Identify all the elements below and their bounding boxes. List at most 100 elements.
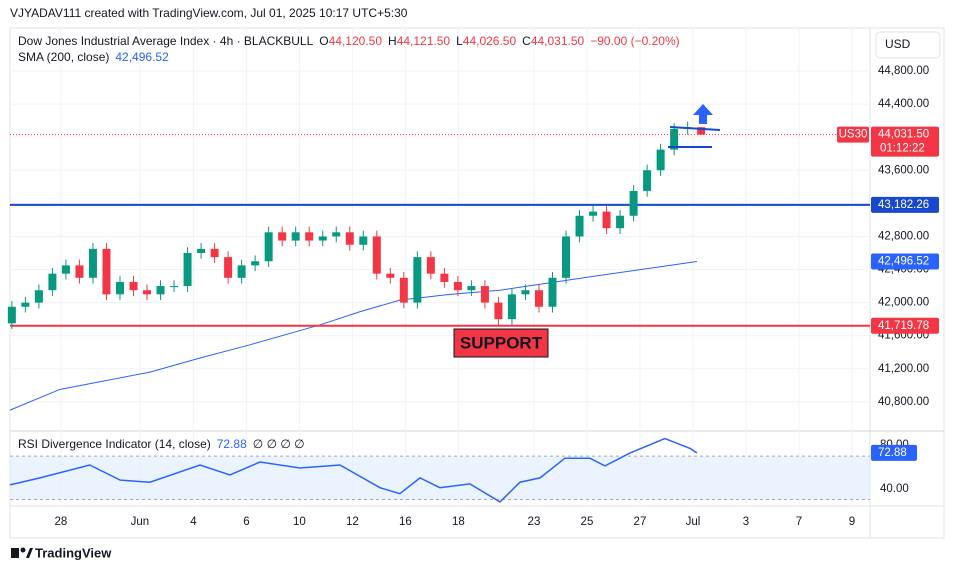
symbol-tag <box>837 126 869 143</box>
change: −90.00 (−0.20%) <box>590 34 679 48</box>
rsi-value: 72.88 <box>217 437 247 451</box>
countdown: 01:12:22 <box>880 143 925 155</box>
o: 44,120.50 <box>329 34 383 48</box>
rsi-tag <box>871 444 917 461</box>
candle-body <box>494 302 503 320</box>
candle-body <box>697 127 706 135</box>
price-tag-label: 44,031.50 <box>878 129 929 141</box>
currency[interactable]: USD <box>885 37 911 51</box>
candle-body <box>278 232 287 241</box>
rsi-title: RSI Divergence Indicator (14, close) <box>18 437 211 451</box>
currency-button[interactable] <box>875 31 941 59</box>
pennant <box>668 126 721 148</box>
y-tick-label: 40,800.00 <box>878 396 929 408</box>
candle-body <box>602 211 611 229</box>
candle-body <box>170 286 179 288</box>
y-tick-label: 44,800.00 <box>878 65 929 77</box>
candle-body <box>413 257 422 303</box>
candle-body <box>88 248 97 278</box>
frame <box>9 27 945 539</box>
x-tick-label: 27 <box>634 516 647 528</box>
candle-body <box>589 211 598 216</box>
candle-body <box>643 170 652 191</box>
candle-body <box>143 290 152 295</box>
level-tag <box>871 196 939 213</box>
candle-body <box>251 261 260 266</box>
y-tick-label: 44,400.00 <box>878 98 929 110</box>
candle-body <box>197 248 206 253</box>
candle-body <box>115 281 124 295</box>
candle-body <box>426 257 435 274</box>
candle-body <box>562 236 571 278</box>
sma-tag <box>871 253 939 270</box>
x-tick-label: 25 <box>581 516 594 528</box>
sma-legend: SMA (200, close) 42,496.52 <box>18 50 169 64</box>
candle-body <box>372 236 381 274</box>
candle-body <box>332 232 341 237</box>
candle-body <box>453 281 462 291</box>
tv-logo <box>11 547 33 558</box>
x-tick-label: 12 <box>346 516 359 528</box>
x-tick-label: Jun <box>131 516 150 528</box>
legend: Dow Jones Industrial Average Index · 4h … <box>18 34 680 451</box>
x-tick-label: 4 <box>190 516 197 528</box>
x-tick-label: 18 <box>452 516 465 528</box>
candle-body <box>129 281 138 291</box>
symbol-tag-label: US30 <box>839 129 868 141</box>
candle-body <box>399 277 408 303</box>
candle-body <box>21 302 30 307</box>
x-tick-label: 9 <box>849 516 855 528</box>
x-tick-label: 23 <box>528 516 541 528</box>
annotation-box <box>453 328 549 358</box>
y-tick-label: 42,000.00 <box>878 297 929 309</box>
y-tick-label: 40.00 <box>880 483 909 495</box>
y-tick-label: 42,800.00 <box>878 230 929 242</box>
candle-body <box>467 286 476 291</box>
candle-body <box>156 286 165 295</box>
up-arrow <box>693 104 713 124</box>
sma-name: SMA (200, close) <box>18 50 109 64</box>
rsi-tag-label: 72.88 <box>878 447 907 459</box>
rsi-line <box>9 437 698 503</box>
symbol: Dow Jones Industrial Average Index · 4h … <box>18 34 314 48</box>
l: 44,026.50 <box>463 34 517 48</box>
x-tick-label: 3 <box>743 516 749 528</box>
rsi-band <box>10 456 870 500</box>
h-key: H <box>388 34 397 48</box>
x-tick-label: 16 <box>399 516 412 528</box>
c: 44,031.50 <box>531 34 585 48</box>
h: 44,121.50 <box>397 34 451 48</box>
candle-body <box>345 232 354 245</box>
level-tag-label: 41,719.78 <box>878 320 929 332</box>
x-tick-label: 28 <box>54 516 67 528</box>
footer: TradingView <box>35 545 112 560</box>
candle-body <box>359 236 368 245</box>
candle-body <box>61 265 70 274</box>
candle-body <box>183 252 192 287</box>
candle-body <box>291 232 300 241</box>
c-key: C <box>522 34 531 48</box>
candle-body <box>534 290 543 307</box>
candle-body <box>480 286 489 303</box>
candle-body <box>264 232 273 262</box>
symbol-line: Dow Jones Industrial Average Index · 4h … <box>18 34 680 48</box>
candle-body <box>210 248 219 258</box>
l-key: L <box>456 34 463 48</box>
candle-body <box>656 149 665 171</box>
candle-body <box>616 215 625 229</box>
candle-body <box>75 265 84 278</box>
candle-body <box>575 215 584 237</box>
candle-body <box>629 190 638 216</box>
candle-body <box>548 277 557 307</box>
candle-body <box>305 232 314 241</box>
candle-body <box>318 236 327 241</box>
x-tick-label: 7 <box>796 516 802 528</box>
x-tick-label: 6 <box>243 516 249 528</box>
annotation: SUPPORT <box>460 333 543 352</box>
rsi-extras: ∅ ∅ ∅ ∅ <box>253 437 305 451</box>
candle-body <box>521 290 530 295</box>
sma-line <box>9 261 698 411</box>
y-tick-label: 43,600.00 <box>878 164 929 176</box>
candle-body <box>224 257 233 278</box>
